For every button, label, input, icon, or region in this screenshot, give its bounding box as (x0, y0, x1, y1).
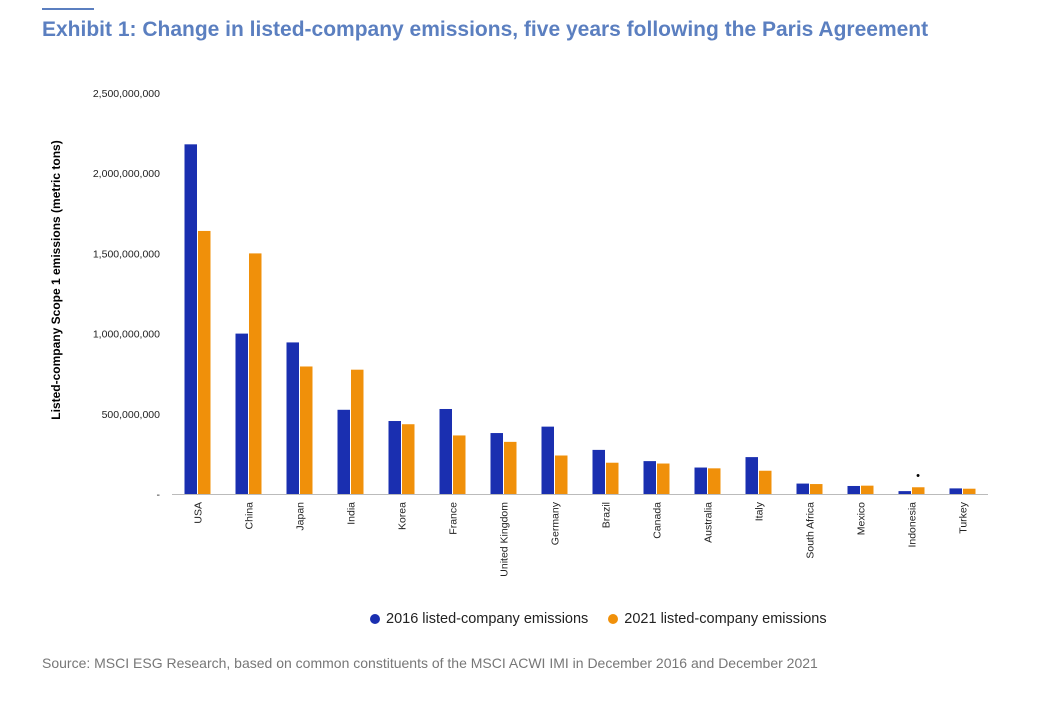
bar-2021-france (453, 435, 466, 494)
x-tick-label: USA (193, 502, 205, 524)
bar-2021-mexico (861, 485, 874, 494)
legend-label-2021: 2021 listed-company emissions (624, 611, 827, 627)
x-tick-label: Brazil (601, 502, 613, 528)
annotation-marker: • (916, 470, 920, 482)
bar-2016-china (235, 333, 248, 494)
bar-2016-mexico (847, 485, 860, 494)
bar-2021-turkey (963, 488, 976, 494)
y-axis-label: Listed-company Scope 1 emissions (metric… (49, 140, 63, 419)
bar-2021-united-kingdom (504, 441, 517, 494)
bar-2016-italy (745, 457, 758, 494)
legend-item-2016: 2016 listed-company emissions (370, 611, 588, 627)
bar-chart: Listed-company Scope 1 emissions (metric… (49, 88, 988, 577)
x-tick-label: Canada (652, 502, 664, 539)
x-tick-label: Turkey (958, 501, 970, 533)
bar-2016-korea (388, 421, 401, 494)
x-tick-label: United Kingdom (499, 502, 511, 577)
bar-2021-brazil (606, 462, 619, 494)
x-tick-label: Japan (295, 502, 307, 531)
source-note: Source: MSCI ESG Research, based on comm… (42, 655, 818, 671)
bar-2016-germany (541, 426, 554, 494)
bars-group (184, 144, 976, 494)
legend-label-2016: 2016 listed-company emissions (386, 611, 589, 627)
bar-2021-south-africa (810, 484, 823, 494)
x-tick-label: China (244, 502, 256, 530)
legend-swatch-2016 (370, 614, 380, 624)
x-tick-label: India (346, 502, 358, 525)
x-tick-label: Italy (754, 501, 766, 521)
bar-2016-australia (694, 467, 707, 494)
bar-2016-usa (184, 144, 197, 494)
y-tick-label: 2,500,000,000 (93, 88, 160, 100)
bar-2016-united-kingdom (490, 433, 503, 494)
bar-2021-china (249, 253, 262, 494)
legend: 2016 listed-company emissions 2021 liste… (370, 611, 847, 627)
legend-item-2021: 2021 listed-company emissions (608, 611, 827, 627)
x-tick-label: Indonesia (907, 502, 919, 548)
bar-2016-japan (286, 342, 299, 494)
x-tick-label: Australia (703, 502, 715, 543)
x-axis-tick-labels: USA China Japan India Korea France United King… (193, 501, 970, 576)
bar-2021-usa (198, 230, 211, 494)
legend-swatch-2021 (608, 614, 619, 624)
bar-2021-australia (708, 468, 721, 494)
y-tick-label: 2,000,000,000 (93, 168, 160, 180)
bar-2021-india (351, 369, 364, 494)
x-tick-label: Mexico (856, 502, 868, 535)
title-accent-rule (42, 8, 94, 10)
annotations: • (916, 470, 920, 482)
bar-2016-indonesia (898, 491, 911, 494)
x-tick-label: South Africa (805, 502, 817, 559)
bar-2021-japan (300, 366, 313, 494)
x-tick-label: Korea (397, 502, 409, 530)
x-tick-label: Germany (550, 501, 562, 545)
bar-2016-south-africa (796, 483, 809, 494)
bar-2021-indonesia (912, 487, 925, 494)
y-axis-ticks: - 500,000,000 1,000,000,000 1,500,000,000 2,… (93, 88, 161, 501)
x-tick-label: France (448, 502, 460, 535)
bar-2021-germany (555, 455, 568, 494)
bar-2021-korea (402, 424, 415, 494)
y-tick-label: 1,500,000,000 (93, 248, 160, 260)
y-tick-label: 1,000,000,000 (93, 329, 160, 341)
bar-2021-italy (759, 470, 772, 494)
bar-2016-france (439, 408, 452, 494)
bar-2016-india (337, 409, 350, 494)
bar-2021-canada (657, 463, 670, 494)
bar-2016-brazil (592, 449, 605, 494)
bar-2016-turkey (949, 488, 962, 494)
chart-title: Exhibit 1: Change in listed-company emis… (42, 18, 929, 41)
y-tick-label: - (157, 489, 161, 501)
y-tick-label: 500,000,000 (102, 409, 161, 421)
bar-2016-canada (643, 461, 656, 494)
